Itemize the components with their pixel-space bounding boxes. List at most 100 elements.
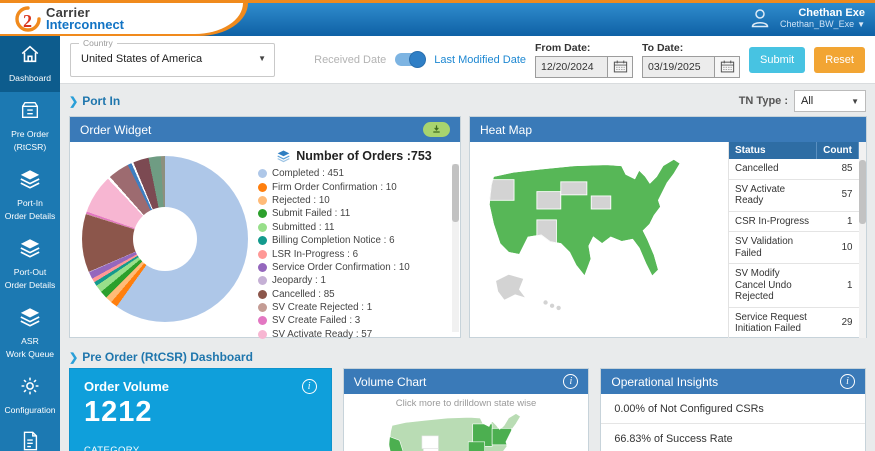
legend-title: Number of Orders :753 (296, 149, 432, 163)
from-date-input[interactable] (535, 55, 607, 78)
to-date-input[interactable] (642, 55, 714, 78)
count-cell: 57 (816, 179, 859, 212)
sidebar-item-asr[interactable]: ASR Work Queue (0, 299, 60, 368)
legend-item[interactable]: Submitted : 11 (258, 221, 450, 234)
from-date-calendar-button[interactable] (607, 55, 633, 78)
legend-label: Rejected : 10 (272, 194, 330, 206)
layers-icon (19, 169, 41, 194)
legend-label: Service Order Confirmation : 10 (272, 261, 410, 273)
status-count-table: Status Count Cancelled 85 SV Activate Read… (728, 142, 866, 338)
count-column-header: Count (816, 142, 859, 159)
port-in-section-header[interactable]: ❯ Port In TN Type : All ▼ (60, 84, 875, 116)
table-row: Cancelled 85 (729, 159, 859, 180)
sidebar-nav: Dashboard Pre Order (RtCSR) Port-In Order De… (0, 36, 60, 451)
status-cell: SV Validation Failed (729, 231, 817, 264)
port-in-title: Port In (82, 94, 121, 108)
legend-scrollbar[interactable] (452, 164, 459, 332)
legend-item[interactable]: Completed : 451 (258, 167, 450, 180)
sidebar-item-label: Work Queue (5, 349, 55, 359)
legend-color-dot (258, 236, 267, 246)
pre-order-title: Pre Order (RtCSR) Dashboard (82, 350, 253, 364)
legend-item[interactable]: LSR In-Progress : 6 (258, 247, 450, 260)
category-label: CATEGORY (84, 445, 140, 451)
user-menu[interactable]: Chethan Exe Chethan_BW_Exe ▼ (748, 6, 865, 30)
count-cell: 85 (816, 159, 859, 180)
order-volume-value: 1212 (84, 396, 153, 428)
orders-legend: Number of Orders :753 Completed : 451 Fir… (256, 142, 460, 341)
legend-color-dot (258, 262, 267, 272)
legend-label: Jeopardy : 1 (272, 275, 326, 287)
user-name: Chethan Exe (798, 7, 865, 19)
layers-icon (19, 238, 41, 263)
download-icon (433, 125, 440, 133)
reset-button[interactable]: Reset (814, 46, 865, 73)
chevron-down-icon: ▼ (857, 20, 865, 29)
us-volume-map[interactable] (344, 409, 589, 451)
legend-item[interactable]: SV Create Failed : 3 (258, 314, 450, 327)
info-icon[interactable]: i (301, 379, 317, 394)
chevron-right-icon: ❯ (69, 351, 79, 364)
legend-item[interactable]: Cancelled : 85 (258, 288, 450, 301)
legend-color-dot (258, 195, 267, 205)
insight-row: 0.00% of Not Configured CSRs (601, 394, 865, 424)
main-content: ❯ Port In TN Type : All ▼ Order Widget (60, 84, 875, 451)
sidebar-item-label: Configuration (4, 404, 56, 415)
sidebar-item-label: Order Details (4, 280, 56, 290)
legend-color-dot (258, 182, 267, 192)
filter-bar: Country United States of America ▼ Recei… (60, 36, 875, 84)
count-cell: 1 (816, 263, 859, 308)
count-cell: 1 (816, 211, 859, 232)
table-row: Service Request Initiation Failed 29 (729, 307, 859, 338)
legend-color-dot (258, 169, 267, 179)
legend-item[interactable]: Service Order Confirmation : 10 (258, 261, 450, 274)
status-cell: Service Request Initiation Failed (729, 307, 817, 338)
chevron-down-icon: ▼ (258, 54, 266, 63)
sidebar-item-pre-order[interactable]: Pre Order (RtCSR) (0, 92, 60, 161)
legend-label: SV Create Failed : 3 (272, 315, 361, 327)
from-date-label: From Date: (535, 41, 591, 54)
preorder-box-icon (19, 101, 41, 125)
us-heat-map[interactable] (470, 142, 728, 338)
sidebar-item-port-in[interactable]: Port-In Order Details (0, 161, 60, 230)
legend-item[interactable]: Submit Failed : 11 (258, 207, 450, 220)
tn-type-select[interactable]: All ▼ (794, 90, 866, 112)
legend-color-dot (258, 289, 267, 299)
sidebar-item-reports[interactable]: Reports (0, 423, 60, 451)
info-icon[interactable]: i (840, 374, 855, 389)
country-select[interactable]: Country United States of America ▼ (70, 37, 275, 77)
table-row: SV Activate Ready 57 (729, 179, 859, 212)
sidebar-item-label: Port-In (17, 197, 43, 208)
orders-donut-chart[interactable] (70, 142, 256, 338)
top-header: 2 Carrier Interconnect Chethan Exe Cheth… (0, 0, 875, 36)
table-scrollbar[interactable] (859, 142, 866, 338)
legend-item[interactable]: SV Activate Ready : 57 (258, 328, 450, 341)
legend-item[interactable]: SV Create Rejected : 1 (258, 301, 450, 314)
download-button[interactable] (423, 122, 450, 137)
sidebar-item-port-out[interactable]: Port-Out Order Details (0, 230, 60, 299)
logo[interactable]: 2 Carrier Interconnect (0, 3, 243, 34)
legend-label: Cancelled : 85 (272, 288, 335, 300)
brand-2-icon: 2 (15, 6, 41, 32)
order-volume-card: Order Volume i 1212 CATEGORY (69, 368, 332, 451)
status-cell: Cancelled (729, 159, 817, 180)
to-date-calendar-button[interactable] (714, 55, 740, 78)
legend-item[interactable]: Jeopardy : 1 (258, 274, 450, 287)
date-mode-toggle[interactable] (395, 51, 427, 68)
table-row: SV Modify Cancel Undo Rejected 1 (729, 263, 859, 308)
legend-item[interactable]: Firm Order Confirmation : 10 (258, 180, 450, 193)
info-icon[interactable]: i (563, 374, 579, 389)
layers-icon (277, 150, 290, 163)
received-date-label: Received Date (314, 53, 387, 66)
volume-chart-panel: Volume Chart i Click more to drilldown s… (342, 368, 590, 451)
legend-color-dot (258, 316, 267, 326)
sidebar-item-dashboard[interactable]: Dashboard (0, 36, 60, 92)
order-widget-panel: Order Widget (69, 116, 461, 341)
legend-item[interactable]: Billing Completion Notice : 6 (258, 234, 450, 247)
avatar-icon (751, 9, 769, 28)
brand-line2: Interconnect (46, 16, 125, 32)
calendar-icon (613, 60, 627, 73)
legend-item[interactable]: Rejected : 10 (258, 194, 450, 207)
sidebar-item-configuration[interactable]: Configuration (0, 368, 60, 424)
submit-button[interactable]: Submit (749, 46, 806, 73)
pre-order-section-header[interactable]: ❯ Pre Order (RtCSR) Dashboard (60, 344, 875, 368)
